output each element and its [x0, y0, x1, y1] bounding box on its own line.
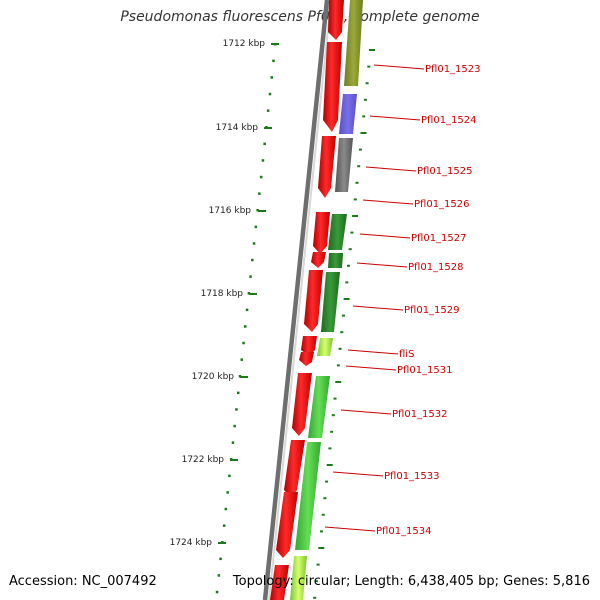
cds-arrow — [301, 336, 317, 356]
gene-block — [290, 556, 307, 600]
gene-label[interactable]: Pfl01_1527 — [411, 233, 467, 244]
ruler-dot — [245, 308, 249, 312]
ruler-dot — [256, 209, 259, 212]
gene-block — [308, 376, 330, 438]
cds-arrow — [292, 373, 312, 436]
label-line — [365, 166, 417, 172]
map-title: Pseudomonas fluorescens Pf0-1, complete … — [120, 9, 480, 25]
label-line — [352, 305, 404, 311]
ruler-dot — [261, 159, 265, 162]
gene-label[interactable]: Pfl01_1532 — [392, 409, 448, 420]
gene-label[interactable]: Pfl01_1526 — [414, 199, 470, 210]
ruler-dot — [251, 258, 254, 262]
ruler-dot — [252, 242, 256, 245]
label-line — [359, 233, 411, 239]
ruler-dot — [242, 341, 245, 345]
ruler-dot — [268, 92, 272, 96]
label-line — [369, 115, 421, 121]
gene-label[interactable]: fliS — [399, 349, 414, 360]
ruler-label: 1722 kbp — [182, 455, 225, 465]
topology-text: Topology: circular; Length: 6,438,405 bp… — [232, 574, 590, 589]
ruler-label: 1714 kbp — [216, 123, 259, 133]
gene-block — [295, 442, 321, 550]
ruler-dot — [266, 109, 270, 112]
ruler-dot — [219, 557, 222, 561]
gene-block — [321, 272, 340, 332]
gene-block — [339, 94, 357, 134]
ruler-label: 1712 kbp — [223, 39, 266, 49]
ruler-dot — [247, 292, 251, 295]
label-line — [373, 64, 425, 70]
ruler: 1712 kbp 1714 kbp 1716 kbp 1718 kbp 1720… — [170, 39, 279, 548]
ruler-dot — [238, 375, 242, 378]
label-line — [324, 526, 376, 532]
ruler-dot — [217, 574, 221, 577]
gene-label[interactable]: Pfl01_1529 — [404, 305, 460, 316]
cds-track — [270, 0, 344, 600]
cds-arrow — [299, 352, 314, 366]
ruler-dot — [224, 507, 228, 511]
ruler-dot — [233, 424, 236, 428]
gene-label[interactable]: Pfl01_1531 — [397, 365, 453, 376]
ruler-dot — [263, 142, 266, 146]
ruler-dot — [215, 590, 219, 594]
cds-arrow — [328, 0, 344, 40]
ruler-dot — [222, 524, 226, 527]
label-line — [340, 409, 392, 415]
gene-block — [328, 214, 347, 250]
ruler-dot — [231, 441, 235, 444]
gene-block — [344, 0, 363, 86]
label-lines — [324, 64, 425, 532]
ruler-dot — [259, 175, 263, 179]
ruler-label: 1720 kbp — [192, 372, 235, 382]
label-line — [362, 199, 414, 205]
label-line — [345, 365, 397, 371]
gene-block — [328, 253, 343, 268]
cds-arrow — [323, 42, 342, 132]
ruler-dot — [254, 225, 258, 229]
accession-text: Accession: NC_007492 — [9, 574, 157, 589]
gene-block — [335, 138, 353, 192]
gene-label[interactable]: Pfl01_1524 — [421, 115, 477, 126]
gene-label[interactable]: Pfl01_1525 — [417, 166, 473, 177]
backbone-line — [262, 0, 330, 600]
cds-arrow — [304, 270, 323, 332]
gene-block — [317, 338, 333, 356]
gene-ticks — [313, 49, 375, 599]
cds-arrow — [313, 212, 330, 254]
cds-arrow — [276, 492, 298, 558]
ruler-dot — [270, 76, 273, 79]
ruler-label: 1724 kbp — [170, 538, 213, 548]
cds-arrow — [270, 565, 289, 600]
gene-track — [290, 0, 363, 600]
ruler-label: 1718 kbp — [201, 289, 244, 299]
cds-arrow — [318, 136, 336, 198]
ruler-dot — [240, 358, 243, 361]
gene-label[interactable]: Pfl01_1533 — [384, 471, 440, 482]
ruler-dot — [237, 391, 240, 395]
ruler-dot — [272, 59, 275, 63]
gene-label[interactable]: Pfl01_1534 — [376, 526, 432, 537]
ruler-dot — [244, 325, 247, 328]
label-line — [356, 262, 408, 268]
cds-arrow — [311, 252, 326, 268]
backbone-highlight — [268, 0, 332, 600]
gene-labels: Pfl01_1523 Pfl01_1524 Pfl01_1525 Pfl01_1… — [376, 64, 481, 537]
ruler-dot — [249, 275, 252, 278]
label-line — [332, 471, 384, 477]
ruler-label: 1716 kbp — [209, 206, 252, 216]
ruler-dot — [258, 192, 261, 195]
ruler-dot — [228, 474, 231, 478]
gene-label[interactable]: Pfl01_1528 — [408, 262, 464, 273]
ruler-dot — [226, 491, 229, 494]
label-line — [347, 349, 399, 355]
gene-label[interactable]: Pfl01_1523 — [425, 64, 481, 75]
ruler-dot — [235, 408, 238, 411]
cds-arrow — [284, 440, 305, 498]
